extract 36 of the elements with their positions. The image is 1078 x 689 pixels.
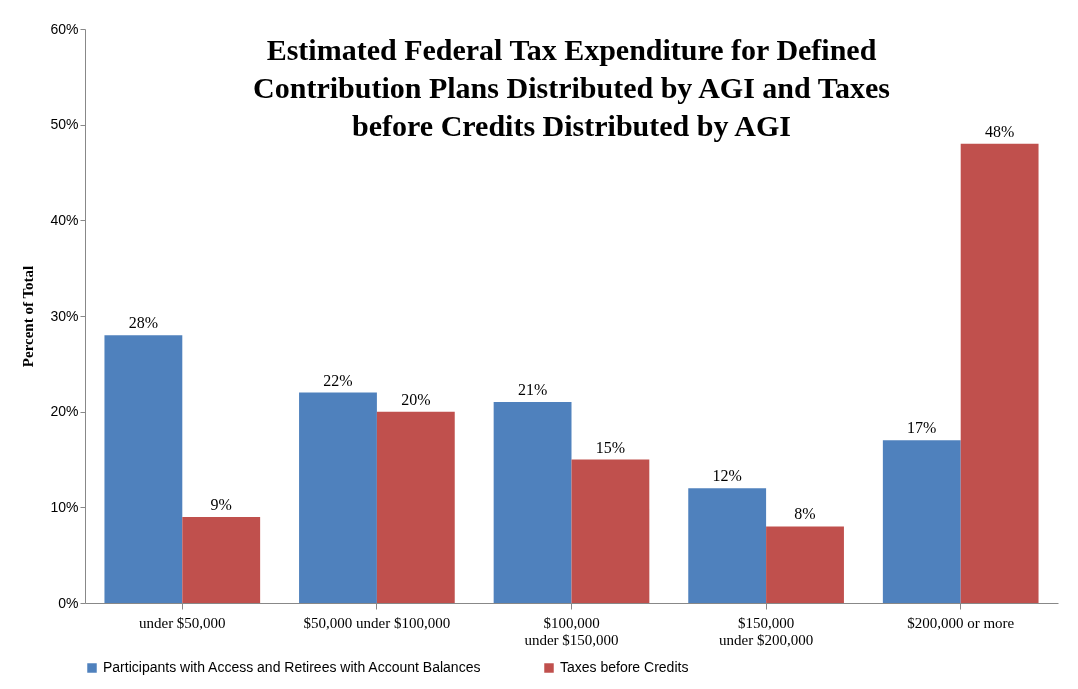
- data-label: 20%: [401, 390, 431, 408]
- data-label: 28%: [128, 314, 159, 332]
- x-tick-label: $50,000 under $100,000: [303, 614, 451, 631]
- bar: [299, 392, 377, 603]
- data-label: 8%: [794, 505, 816, 523]
- bar: [571, 459, 650, 603]
- bar: [104, 335, 183, 603]
- y-axis-title: Percent of Total: [20, 265, 37, 368]
- y-tick-label: 50%: [50, 116, 79, 133]
- x-tick-label: $150,000 under $200,000: [719, 614, 814, 648]
- data-label: 48%: [984, 122, 1015, 140]
- bar: [182, 516, 261, 603]
- data-label: 17%: [907, 419, 937, 437]
- legend-label: Participants with Access and Retirees with Account Balances: [103, 659, 481, 675]
- bar: [882, 440, 961, 603]
- text: Estimated Federal Tax Expenditure for Defined Contribution Plans Distributed by AGI and Taxes before Credits Distributed by AGI: [253, 33, 890, 142]
- bar: [688, 488, 767, 603]
- y-tick-label: 30%: [50, 307, 79, 324]
- x-tick-label: $100,000 under $150,000: [524, 614, 619, 648]
- bar: [960, 143, 1039, 603]
- bar: [493, 402, 572, 603]
- legend-label: Taxes before Credits: [560, 659, 689, 675]
- bar: [766, 526, 844, 603]
- y-tick-label: 40%: [50, 211, 79, 228]
- x-tick-label: $200,000 or more: [907, 614, 1015, 631]
- y-tick-label: 10%: [50, 498, 79, 515]
- data-label: 15%: [595, 438, 626, 456]
- y-tick-label: 0%: [58, 594, 79, 611]
- data-label: 21%: [517, 381, 548, 399]
- y-tick-label: 20%: [50, 403, 79, 420]
- data-label: 9%: [210, 495, 232, 513]
- y-tick-label: 60%: [50, 20, 79, 37]
- data-label: 22%: [323, 371, 353, 389]
- data-label: 12%: [712, 467, 742, 485]
- x-tick-label: under $50,000: [138, 614, 226, 631]
- bar: [376, 411, 455, 603]
